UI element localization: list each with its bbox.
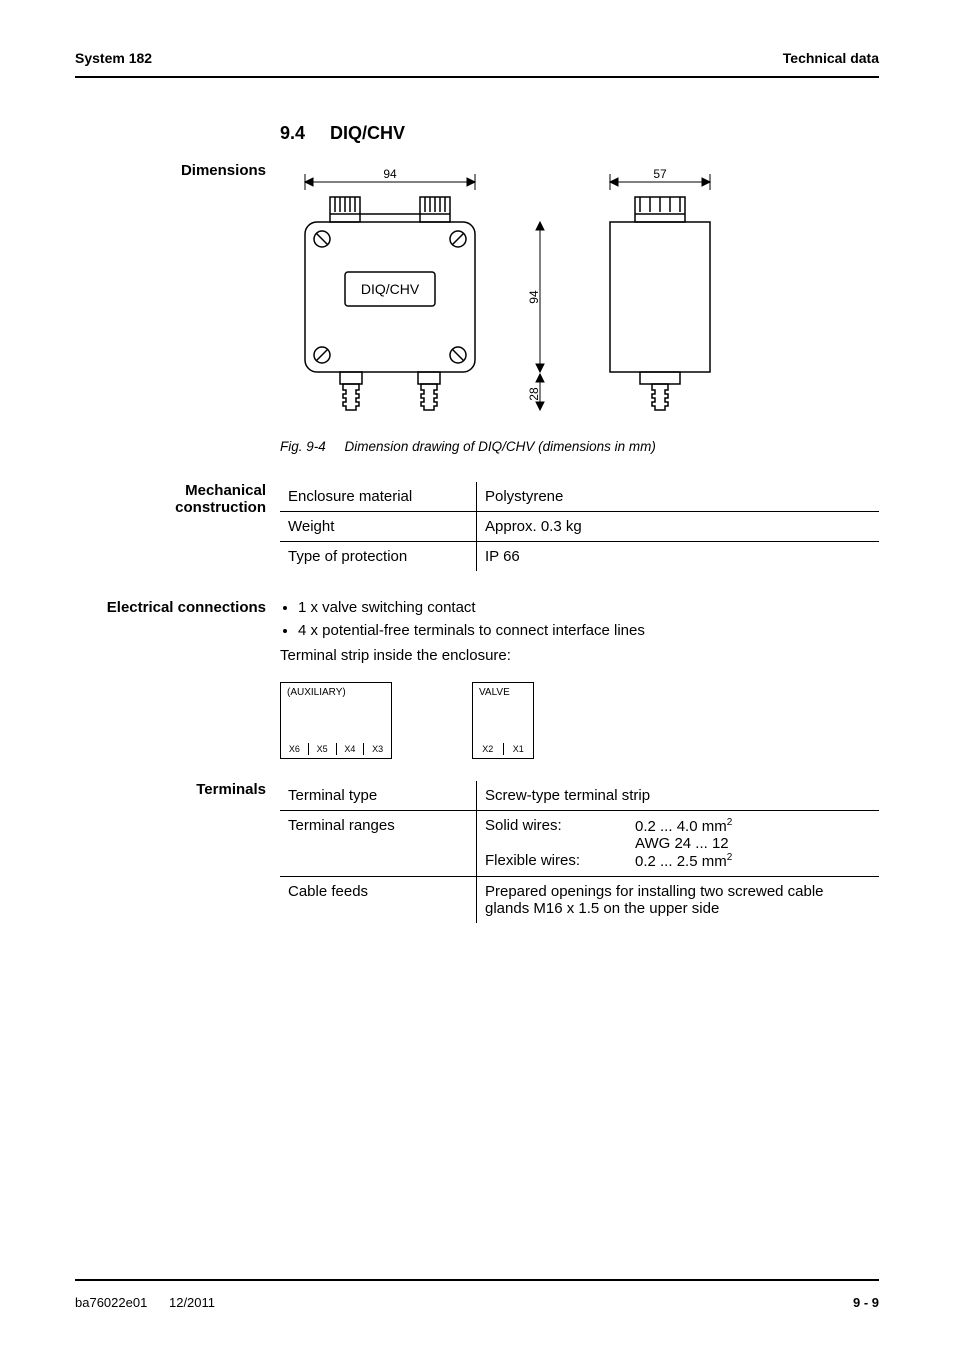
dim-feet: 28	[527, 387, 541, 401]
figure-caption: Fig. 9-4 Dimension drawing of DIQ/CHV (d…	[280, 439, 879, 454]
terminal-strip-text: Terminal strip inside the enclosure:	[280, 647, 879, 664]
mechanical-label-l1: Mechanical	[185, 482, 266, 499]
table-row: Cable feeds Prepared openings for instal…	[280, 877, 879, 924]
table-row: Enclosure materialPolystyrene	[280, 482, 879, 512]
mechanical-label-l2: construction	[175, 499, 266, 516]
table-row: Terminal type Screw-type terminal strip	[280, 781, 879, 811]
solid-wires-label: Solid wires:	[485, 817, 635, 852]
cell: Screw-type terminal strip	[477, 781, 880, 811]
cell: Solid wires: 0.2 ... 4.0 mm2AWG 24 ... 1…	[477, 811, 880, 877]
page-header: System 182 Technical data	[75, 50, 879, 78]
mechanical-label: Mechanical construction	[75, 482, 280, 516]
pin: X6	[281, 743, 309, 755]
pin: X2	[473, 743, 504, 755]
pin: X4	[337, 743, 365, 755]
list-item: 1 x valve switching contact	[298, 599, 879, 616]
table-row: WeightApprox. 0.3 kg	[280, 512, 879, 542]
figure-number: Fig. 9-4	[280, 439, 326, 454]
table-row: Terminal ranges Solid wires: 0.2 ... 4.0…	[280, 811, 879, 877]
terminals-table: Terminal type Screw-type terminal strip …	[280, 781, 879, 923]
dim-width-side: 57	[653, 167, 667, 181]
dimension-drawing: DIQ/CHV 94 94	[280, 162, 879, 427]
footer-doc: ba76022e01	[75, 1295, 147, 1310]
header-right: Technical data	[783, 50, 879, 66]
solid-wires-value: 0.2 ... 4.0 mm2AWG 24 ... 12	[635, 817, 871, 852]
dim-width-front: 94	[383, 167, 397, 181]
footer-date: 12/2011	[169, 1295, 215, 1310]
cell: Weight	[280, 512, 477, 542]
pin: X5	[309, 743, 337, 755]
valve-title: VALVE	[479, 687, 510, 698]
cell: IP 66	[477, 542, 880, 572]
terminal-strip-diagram: (AUXILIARY) X6 X5 X4 X3 VALVE X2 X1	[280, 682, 879, 759]
flex-wires-value: 0.2 ... 2.5 mm2	[635, 852, 871, 870]
module-label: DIQ/CHV	[361, 281, 420, 297]
figure-text: Dimension drawing of DIQ/CHV (dimensions…	[345, 439, 656, 454]
footer-page: 9 - 9	[853, 1295, 879, 1310]
pin: X3	[364, 743, 391, 755]
mechanical-table: Enclosure materialPolystyrene WeightAppr…	[280, 482, 879, 571]
page-footer: ba76022e01 12/2011 9 - 9	[75, 1279, 879, 1310]
electrical-bullets: 1 x valve switching contact 4 x potentia…	[280, 599, 879, 639]
aux-terminal-box: (AUXILIARY) X6 X5 X4 X3	[280, 682, 392, 759]
cell: Terminal type	[280, 781, 477, 811]
cell: Enclosure material	[280, 482, 477, 512]
dim-height: 94	[527, 290, 541, 304]
table-row: Type of protectionIP 66	[280, 542, 879, 572]
electrical-label: Electrical connections	[75, 599, 280, 616]
valve-terminal-box: VALVE X2 X1	[472, 682, 534, 759]
section-number: 9.4	[280, 123, 305, 143]
terminals-label: Terminals	[75, 781, 280, 798]
aux-title: (AUXILIARY)	[287, 687, 346, 698]
cell: Terminal ranges	[280, 811, 477, 877]
section-title: 9.4 DIQ/CHV	[280, 123, 879, 144]
cell: Approx. 0.3 kg	[477, 512, 880, 542]
cell: Prepared openings for installing two scr…	[477, 877, 880, 924]
cell: Polystyrene	[477, 482, 880, 512]
cell: Type of protection	[280, 542, 477, 572]
header-left: System 182	[75, 50, 152, 66]
flex-wires-label: Flexible wires:	[485, 852, 635, 870]
cell: Cable feeds	[280, 877, 477, 924]
list-item: 4 x potential-free terminals to connect …	[298, 622, 879, 639]
section-name: DIQ/CHV	[330, 123, 405, 143]
pin: X1	[504, 743, 534, 755]
dimensions-label: Dimensions	[75, 162, 280, 179]
